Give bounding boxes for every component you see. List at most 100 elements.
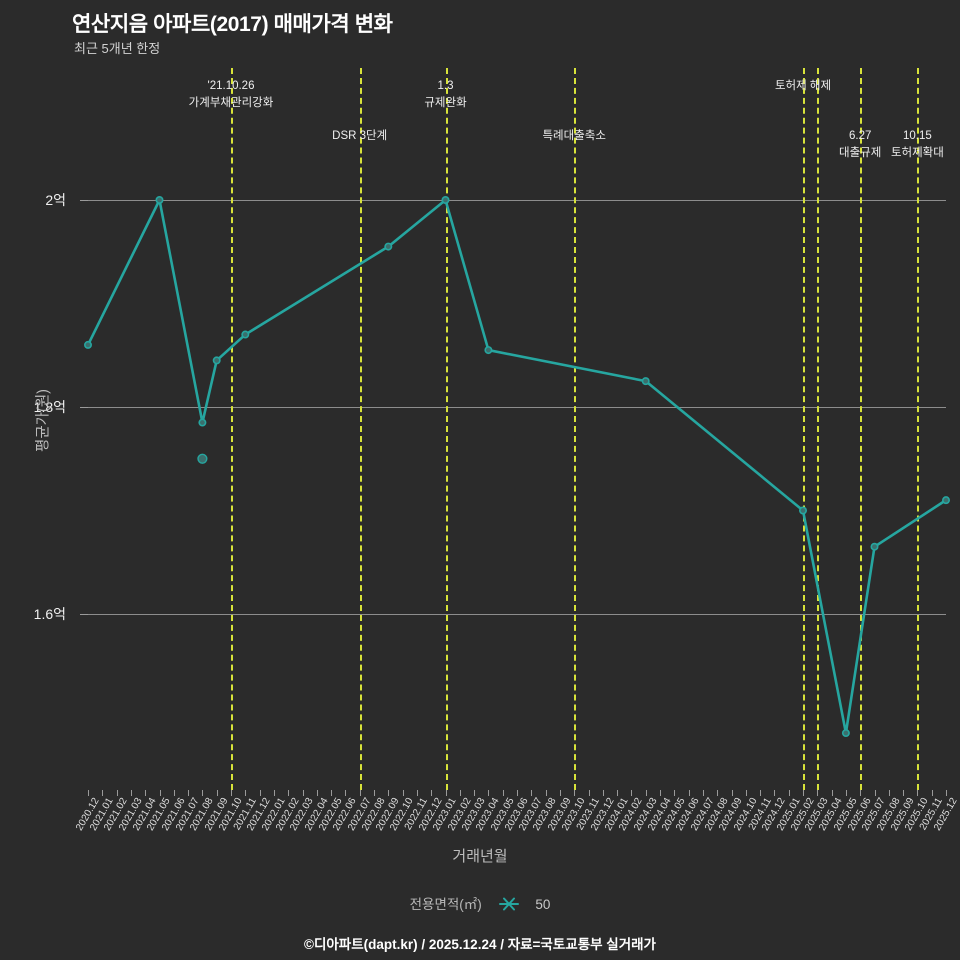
x-axis-tick-mark <box>660 790 661 796</box>
event-annotation: 10.15 토허제확대 <box>891 128 944 162</box>
event-annotation: DSR 3단계 <box>332 128 387 145</box>
legend-value: 50 <box>535 897 551 912</box>
x-axis-tick-mark <box>302 790 304 796</box>
x-axis-tick-mark <box>459 790 461 796</box>
x-axis-tick-mark <box>860 790 862 796</box>
x-axis-tick-mark <box>88 790 89 796</box>
asterisk-marker-icon <box>498 896 520 915</box>
legend: 전용면적(㎡) 50 <box>0 893 960 915</box>
gridline <box>88 200 946 201</box>
x-axis-tick-mark <box>331 790 333 796</box>
y-axis-tick-mark <box>80 407 88 408</box>
x-axis-tick-mark <box>474 790 476 796</box>
event-name-label: 토허제 해제 <box>774 80 832 92</box>
event-name-label: 가계부채관리강화 <box>188 97 274 109</box>
event-date-label: 6.27 <box>848 130 872 142</box>
x-axis-tick-mark <box>588 790 590 796</box>
series-data-point[interactable] <box>384 242 393 251</box>
chart-subtitle: 최근 5개년 한정 <box>74 41 161 56</box>
series-data-point[interactable] <box>241 330 250 339</box>
x-axis-tick-mark <box>745 790 747 796</box>
event-name-label: DSR 3단계 <box>332 130 388 142</box>
x-axis-tick-mark <box>288 790 290 796</box>
x-axis-tick-mark <box>645 790 647 796</box>
event-vertical-line <box>803 68 805 790</box>
x-axis-tick-mark <box>431 790 433 796</box>
series-data-point[interactable] <box>870 542 879 551</box>
event-date-label: 10.15 <box>903 130 932 142</box>
x-axis-tick-mark <box>388 790 390 796</box>
event-vertical-line <box>574 68 577 790</box>
series-data-point[interactable] <box>198 418 207 427</box>
series-line <box>86 198 948 735</box>
x-axis-tick-mark <box>130 790 132 796</box>
event-date-label: '21.10.26 <box>207 80 255 92</box>
x-axis-tick-mark <box>831 790 833 796</box>
chart-title: 연산지음 아파트(2017) 매매가격 변화 <box>72 13 393 36</box>
x-axis-tick-mark <box>145 790 147 796</box>
series-data-point[interactable] <box>484 346 493 355</box>
gridline <box>88 407 946 408</box>
x-axis-tick-mark <box>216 790 218 796</box>
x-axis-tick-mark <box>717 790 719 796</box>
x-axis-tick-mark <box>416 790 418 796</box>
x-axis-tick-mark <box>545 790 547 796</box>
x-axis-tick-mark <box>946 790 947 796</box>
series-data-point[interactable] <box>441 196 450 205</box>
event-vertical-line <box>817 68 820 790</box>
y-axis-tick-label: 1.6억 <box>33 606 66 622</box>
x-axis-tick-mark <box>502 790 504 796</box>
event-annotation: 1.3 규제완화 <box>424 78 466 112</box>
x-axis-tick-mark <box>531 790 533 796</box>
series-data-point[interactable] <box>841 729 850 738</box>
y-axis-label: 평균가(원) <box>35 388 52 453</box>
x-axis-tick-mark <box>803 790 804 796</box>
x-axis-tick-mark <box>231 790 232 796</box>
x-axis-tick-mark <box>688 790 690 796</box>
x-axis-tick-mark <box>888 790 890 796</box>
x-axis-tick-mark <box>345 790 347 796</box>
series-outlier-point[interactable] <box>197 453 208 464</box>
x-axis-tick-mark <box>273 790 275 796</box>
event-name-label: 토허제확대 <box>890 147 944 159</box>
x-axis-tick-mark <box>874 790 876 796</box>
series-data-point[interactable] <box>212 356 221 365</box>
series-data-point[interactable] <box>84 340 93 349</box>
x-axis-tick-mark <box>845 790 847 796</box>
x-axis-tick-mark <box>517 790 518 796</box>
x-axis-tick-mark <box>402 790 404 796</box>
x-axis-tick-mark <box>173 790 175 796</box>
series-data-point[interactable] <box>641 377 650 386</box>
x-axis-tick-mark <box>374 790 375 796</box>
y-axis-tick-mark <box>80 200 88 201</box>
x-axis-tick-mark <box>760 790 762 796</box>
y-axis-tick-mark <box>80 614 88 615</box>
event-name-label: 규제완화 <box>424 97 467 109</box>
x-axis-tick-mark <box>602 790 604 796</box>
x-axis-tick-mark <box>488 790 490 796</box>
series-data-point[interactable] <box>155 196 164 205</box>
event-annotation: '21.10.26 가계부채관리강화 <box>189 78 274 112</box>
event-vertical-line <box>445 68 448 790</box>
series-data-point[interactable] <box>941 496 950 505</box>
footer-credit: ©디아파트(dapt.kr) / 2025.12.24 / 자료=국토교통부 실… <box>304 937 656 952</box>
x-axis-tick-mark <box>931 790 933 796</box>
event-name-label: 특례대출축소 <box>542 130 606 142</box>
x-axis-tick-mark <box>202 790 204 796</box>
x-axis-tick-mark <box>917 790 919 796</box>
x-axis-tick-mark <box>445 790 447 796</box>
event-vertical-line <box>860 68 863 790</box>
x-axis-tick-mark <box>102 790 104 796</box>
legend-title: 전용면적(㎡) <box>409 897 482 912</box>
x-axis-tick-mark <box>631 790 633 796</box>
x-axis-tick-mark <box>788 790 790 796</box>
series-data-point[interactable] <box>798 506 807 515</box>
x-axis-tick-mark <box>245 790 247 796</box>
x-axis-tick-mark <box>617 790 619 796</box>
x-axis-tick-mark <box>574 790 576 796</box>
event-vertical-line <box>231 68 233 790</box>
event-annotation: 토허제 해제 <box>775 78 831 95</box>
x-axis-tick-mark <box>159 790 161 796</box>
